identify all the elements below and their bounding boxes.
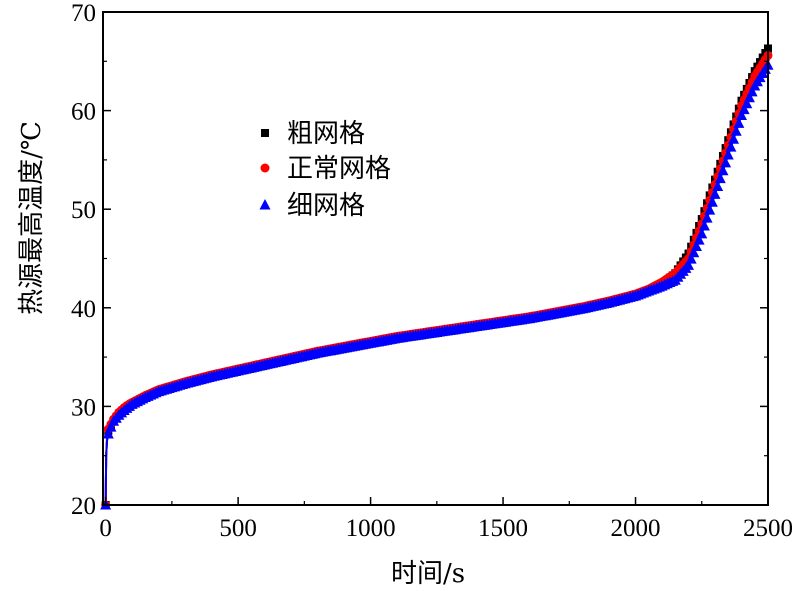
y-tick-label: 20 bbox=[71, 493, 96, 520]
ticks-layer bbox=[103, 11, 769, 506]
data-point bbox=[725, 141, 737, 152]
y-tick-label: 50 bbox=[71, 197, 96, 224]
data-point bbox=[738, 103, 750, 115]
y-tick-label: 30 bbox=[71, 394, 96, 421]
x-tick-label: 2500 bbox=[743, 515, 793, 542]
legend-label: 正常网格 bbox=[287, 154, 391, 184]
legend-marker-square bbox=[261, 129, 269, 137]
x-tick-label: 2000 bbox=[611, 515, 661, 542]
x-axis-title: 时间/s bbox=[391, 559, 465, 589]
y-axis-title: 热源最高温度/℃ bbox=[17, 121, 47, 315]
data-point bbox=[690, 240, 702, 251]
data-point bbox=[693, 234, 705, 245]
data-point bbox=[730, 125, 742, 136]
legend-label: 粗网格 bbox=[287, 119, 365, 149]
data-point bbox=[683, 259, 695, 270]
data-point bbox=[688, 246, 700, 258]
tick-label-layer: 0 500 1000 1500 2000 2500 20 30 40 50 60 70 bbox=[71, 0, 793, 542]
data-point bbox=[736, 109, 748, 121]
data-point bbox=[714, 172, 726, 184]
legend-label: 细网格 bbox=[287, 191, 365, 221]
data-point bbox=[704, 204, 716, 215]
data-point bbox=[746, 85, 758, 97]
x-tick-label: 500 bbox=[219, 515, 257, 542]
data-point bbox=[105, 421, 117, 432]
data-point bbox=[741, 97, 753, 109]
y-tick-label: 40 bbox=[71, 296, 96, 323]
data-point bbox=[706, 196, 718, 207]
data-point bbox=[743, 91, 755, 103]
data-point bbox=[728, 133, 740, 144]
data-layer bbox=[100, 44, 774, 510]
data-point bbox=[717, 164, 729, 176]
data-point bbox=[685, 253, 697, 264]
data-point bbox=[701, 212, 713, 223]
y-tick-label: 70 bbox=[71, 0, 96, 27]
data-point bbox=[696, 227, 708, 239]
x-tick-label: 0 bbox=[99, 515, 112, 542]
data-point bbox=[720, 156, 732, 168]
y-tick-label: 60 bbox=[71, 99, 96, 126]
legend-marker-circle bbox=[260, 163, 270, 173]
x-tick-label: 1500 bbox=[478, 515, 528, 542]
data-point bbox=[698, 219, 710, 231]
legend-marker-triangle bbox=[259, 199, 271, 210]
data-point bbox=[722, 148, 734, 160]
data-point bbox=[733, 117, 745, 128]
plot-frame bbox=[102, 11, 769, 506]
x-tick-label: 1000 bbox=[346, 515, 396, 542]
series-triangle bbox=[100, 59, 774, 510]
data-point bbox=[709, 188, 721, 199]
data-point bbox=[712, 180, 724, 192]
data-point bbox=[102, 428, 114, 439]
